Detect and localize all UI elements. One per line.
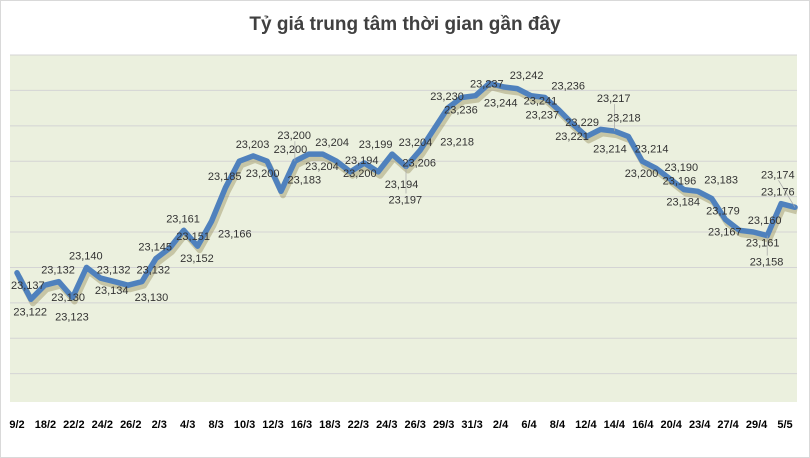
data-label: 23,217	[597, 93, 631, 105]
data-label: 23,132	[137, 265, 171, 277]
data-label: 23,122	[13, 306, 47, 318]
leader-line	[778, 180, 796, 208]
x-tick-label: 24/3	[376, 419, 397, 431]
data-label: 23,199	[359, 139, 393, 151]
data-label: 23,237	[526, 110, 560, 122]
data-label: 23,184	[666, 197, 700, 209]
data-label: 23,160	[748, 215, 782, 227]
x-tick-label: 16/4	[632, 419, 654, 431]
x-tick-label: 12/4	[575, 419, 597, 431]
x-tick-label: 22/2	[63, 419, 84, 431]
data-labels: 23,137 23,122 23,130 23,132 23,123 23,140 23,1…	[11, 70, 795, 324]
data-label: 23,194	[385, 179, 419, 191]
x-tick-label: 4/3	[180, 419, 195, 431]
data-label: 23,200	[246, 168, 280, 180]
data-label: 23,151	[176, 231, 210, 243]
data-label: 23,203	[236, 139, 270, 151]
x-tick-label: 2/3	[152, 419, 167, 431]
data-label: 23,176	[761, 187, 795, 199]
data-label: 23,194	[345, 155, 379, 167]
data-label: 23,204	[305, 161, 339, 173]
x-tick-label: 24/2	[92, 419, 113, 431]
x-tick-label: 8/3	[208, 419, 223, 431]
data-label: 23,123	[55, 312, 89, 324]
data-label: 23,214	[593, 143, 627, 155]
x-tick-label: 23/4	[689, 419, 711, 431]
data-label: 23,242	[510, 70, 544, 82]
data-label: 23,183	[288, 174, 322, 186]
data-label: 23,166	[218, 228, 252, 240]
data-label: 23,132	[41, 265, 75, 277]
x-tick-label: 9/2	[9, 419, 24, 431]
x-tick-label: 29/3	[433, 419, 454, 431]
data-label: 23,200	[277, 130, 311, 142]
data-label: 23,236	[551, 81, 585, 93]
data-label: 23,218	[440, 136, 474, 148]
x-tick-label: 18/2	[35, 419, 56, 431]
data-label: 23,132	[97, 265, 131, 277]
x-tick-label: 27/4	[717, 419, 739, 431]
data-label: 23,230	[430, 91, 464, 103]
data-label: 23,206	[402, 158, 436, 170]
data-label: 23,137	[11, 280, 45, 292]
x-tick-label: 16/3	[291, 419, 312, 431]
data-label: 23,140	[69, 250, 103, 262]
data-label: 23,145	[138, 242, 172, 254]
data-label: 23,197	[389, 195, 423, 207]
x-tick-label: 14/4	[604, 419, 626, 431]
x-tick-label: 20/4	[661, 419, 683, 431]
data-label: 23,185	[208, 171, 242, 183]
data-label: 23,130	[51, 292, 85, 304]
data-label: 23,241	[524, 96, 558, 108]
data-label: 23,229	[565, 117, 599, 129]
data-label: 23,161	[746, 237, 780, 249]
data-label: 23,236	[444, 105, 478, 117]
data-label: 23,196	[663, 175, 697, 187]
data-label: 23,244	[484, 97, 518, 109]
data-label: 23,204	[315, 137, 349, 149]
plot-area	[10, 55, 797, 402]
x-tick-label: 8/4	[550, 419, 566, 431]
data-label: 23,218	[607, 112, 641, 124]
x-tick-label: 10/3	[234, 419, 255, 431]
data-label: 23,200	[625, 168, 659, 180]
data-label: 23,190	[665, 162, 699, 174]
data-label: 23,204	[399, 137, 433, 149]
x-tick-label: 18/3	[319, 419, 340, 431]
x-tick-label: 26/2	[120, 419, 141, 431]
data-label: 23,161	[166, 213, 200, 225]
data-label: 23,167	[708, 227, 742, 239]
x-tick-label: 29/4	[746, 419, 768, 431]
x-tick-label: 12/3	[262, 419, 283, 431]
data-label: 23,183	[704, 174, 738, 186]
data-label: 23,174	[761, 169, 795, 181]
x-tick-label: 5/5	[777, 419, 792, 431]
chart-title: Tỷ giá trung tâm thời gian gần đây	[249, 14, 561, 35]
leader-lines	[294, 104, 796, 256]
x-tick-label: 2/4	[493, 419, 509, 431]
data-label: 23,152	[180, 253, 214, 265]
data-label: 23,179	[706, 205, 740, 217]
data-label: 23,200	[343, 168, 377, 180]
x-tick-label: 6/4	[521, 419, 537, 431]
data-label: 23,158	[750, 257, 784, 269]
data-label: 23,130	[135, 292, 169, 304]
x-tick-label: 31/3	[461, 419, 482, 431]
data-label: 23,134	[95, 285, 129, 297]
data-label: 23,214	[635, 143, 669, 155]
x-tick-label: 22/3	[348, 419, 369, 431]
data-label: 23,221	[555, 131, 589, 143]
x-tick-label: 26/3	[405, 419, 426, 431]
data-label: 23,237	[470, 79, 504, 91]
data-label: 23,200	[274, 144, 308, 156]
